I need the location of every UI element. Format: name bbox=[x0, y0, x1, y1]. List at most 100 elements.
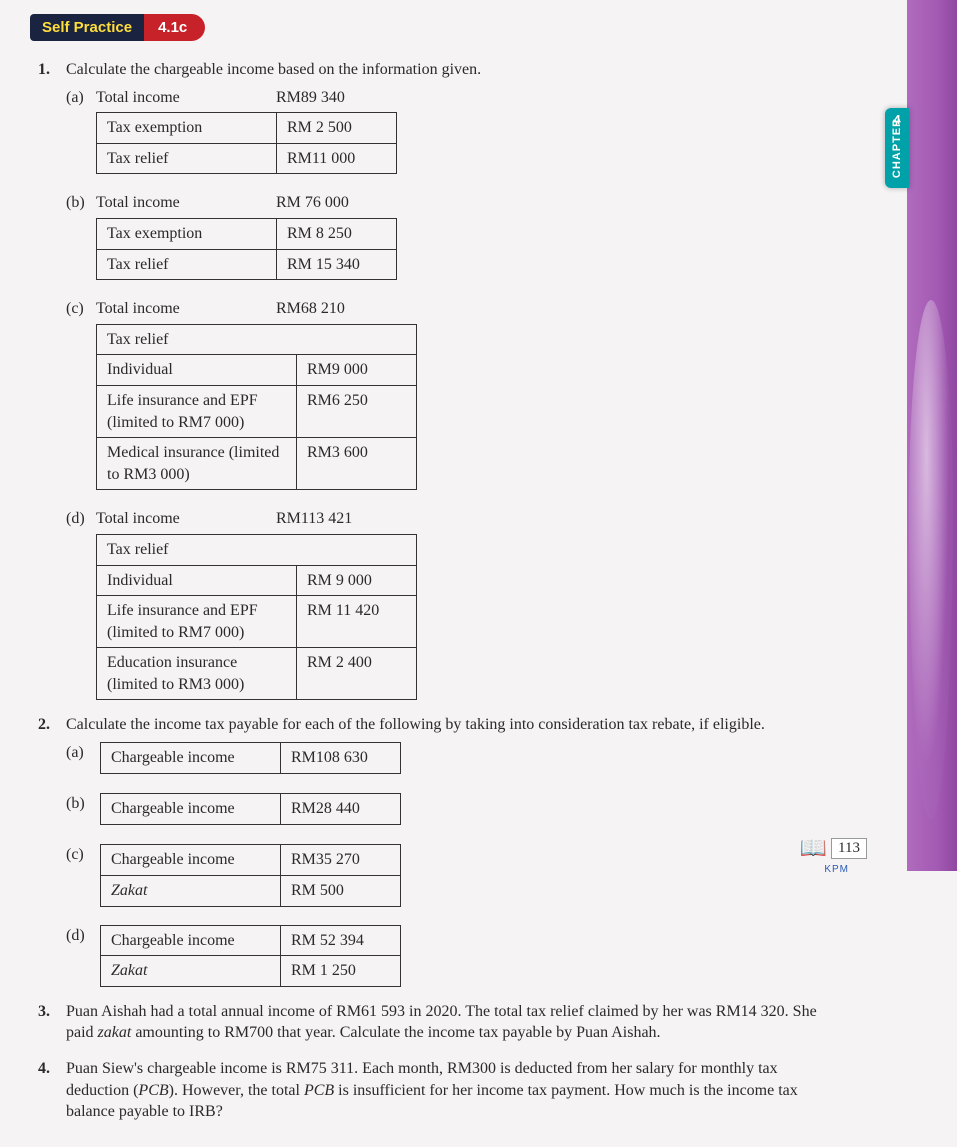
badge-right: 4.1c bbox=[144, 14, 205, 41]
q2-part-a: (a) Chargeable income RM108 630 bbox=[66, 742, 446, 775]
q2a-table: Chargeable income RM108 630 bbox=[100, 742, 401, 774]
q1-part-a: (a) Total income RM89 340 Tax exemption … bbox=[66, 87, 446, 175]
q3-number: 3. bbox=[38, 1001, 50, 1023]
cell-label: Individual bbox=[97, 355, 297, 386]
cell-label: Life insurance and EPF (limited to RM7 0… bbox=[97, 596, 297, 648]
q1b-head-label: Total income bbox=[96, 192, 276, 214]
cell-value: RM 9 000 bbox=[297, 565, 417, 596]
question-1: 1. Calculate the chargeable income based… bbox=[38, 59, 865, 700]
table-row: Chargeable income RM28 440 bbox=[101, 794, 401, 825]
cell-value: RM 15 340 bbox=[277, 249, 397, 280]
table-row: Tax relief RM 15 340 bbox=[97, 249, 397, 280]
footer-abbrev: KPM bbox=[824, 864, 849, 875]
table-row: Medical insurance (limited to RM3 000) R… bbox=[97, 438, 417, 490]
page-content: Self Practice 4.1c 1. Calculate the char… bbox=[0, 0, 895, 1147]
question-2: 2. Calculate the income tax payable for … bbox=[38, 714, 865, 986]
q1-part-b: (b) Total income RM 76 000 Tax exemption… bbox=[66, 192, 446, 280]
table-row: Individual RM 9 000 bbox=[97, 565, 417, 596]
cell-label: Tax exemption bbox=[97, 218, 277, 249]
question-3: 3. Puan Aishah had a total annual income… bbox=[38, 1001, 865, 1044]
cell-value: RM9 000 bbox=[297, 355, 417, 386]
cell-value: RM 1 250 bbox=[281, 956, 401, 987]
q4-text-pcb1: PCB bbox=[138, 1082, 168, 1099]
q1a-table: Tax exemption RM 2 500 Tax relief RM11 0… bbox=[96, 112, 397, 174]
q4-text-2: ). However, the total bbox=[169, 1082, 304, 1099]
q2d-label: (d) bbox=[66, 925, 96, 947]
q2-part-d: (d) Chargeable income RM 52 394 Zakat RM… bbox=[66, 925, 446, 987]
cell-label: Chargeable income bbox=[101, 743, 281, 774]
book-icon: 📖 bbox=[800, 835, 827, 861]
q2-part-b: (b) Chargeable income RM28 440 bbox=[66, 793, 446, 826]
page-footer: 📖 113 bbox=[800, 835, 867, 861]
q1b-head-value: RM 76 000 bbox=[276, 192, 416, 214]
q1c-head-label: Total income bbox=[96, 298, 276, 320]
q2a-label: (a) bbox=[66, 742, 96, 764]
q1b-table: Tax exemption RM 8 250 Tax relief RM 15 … bbox=[96, 218, 397, 280]
q2b-label: (b) bbox=[66, 793, 96, 815]
table-row: Chargeable income RM108 630 bbox=[101, 743, 401, 774]
table-row: Tax exemption RM 8 250 bbox=[97, 218, 397, 249]
q2b-table: Chargeable income RM28 440 bbox=[100, 793, 401, 825]
table-row: Individual RM9 000 bbox=[97, 355, 417, 386]
side-band bbox=[907, 0, 957, 871]
cell-label: Education insurance (limited to RM3 000) bbox=[97, 648, 297, 700]
cell-label: Chargeable income bbox=[101, 925, 281, 956]
q3-text-zakat: zakat bbox=[98, 1024, 132, 1041]
q1d-label: (d) bbox=[66, 508, 96, 530]
chapter-tab: 4 CHAPTER bbox=[885, 108, 909, 188]
q4-number: 4. bbox=[38, 1058, 50, 1080]
q1a-label: (a) bbox=[66, 87, 96, 109]
cell-value: RM 52 394 bbox=[281, 925, 401, 956]
cell-label: Chargeable income bbox=[101, 794, 281, 825]
q2d-table: Chargeable income RM 52 394 Zakat RM 1 2… bbox=[100, 925, 401, 987]
q4-text-pcb2: PCB bbox=[304, 1082, 334, 1099]
cell-value: RM 8 250 bbox=[277, 218, 397, 249]
cell-value: RM 2 400 bbox=[297, 648, 417, 700]
cell-label: Individual bbox=[97, 565, 297, 596]
cell-value: RM 500 bbox=[281, 876, 401, 907]
table-section-header: Tax relief bbox=[97, 534, 417, 565]
section-title: Tax relief bbox=[97, 324, 417, 355]
droplet-decoration bbox=[909, 300, 953, 820]
q2c-label: (c) bbox=[66, 844, 96, 866]
page-number: 113 bbox=[831, 838, 867, 859]
table-row: Zakat RM 1 250 bbox=[101, 956, 401, 987]
q3-text-2: amounting to RM700 that year. Calculate … bbox=[131, 1024, 660, 1041]
q1b-label: (b) bbox=[66, 192, 96, 214]
table-row: Chargeable income RM 52 394 bbox=[101, 925, 401, 956]
q1a-head-value: RM89 340 bbox=[276, 87, 416, 109]
q1c-table: Tax relief Individual RM9 000 Life insur… bbox=[96, 324, 417, 491]
q1c-head-value: RM68 210 bbox=[276, 298, 416, 320]
cell-value: RM108 630 bbox=[281, 743, 401, 774]
table-row: Tax relief RM11 000 bbox=[97, 143, 397, 174]
cell-label: Tax relief bbox=[97, 249, 277, 280]
cell-value: RM28 440 bbox=[281, 794, 401, 825]
q1d-head-label: Total income bbox=[96, 508, 276, 530]
q1-prompt: Calculate the chargeable income based on… bbox=[66, 61, 481, 78]
cell-label: Zakat bbox=[101, 956, 281, 987]
cell-value: RM11 000 bbox=[277, 143, 397, 174]
q2-prompt: Calculate the income tax payable for eac… bbox=[66, 716, 765, 733]
cell-label: Medical insurance (limited to RM3 000) bbox=[97, 438, 297, 490]
table-row: Life insurance and EPF (limited to RM7 0… bbox=[97, 596, 417, 648]
q1a-head-label: Total income bbox=[96, 87, 276, 109]
q1-part-d: (d) Total income RM113 421 Tax relief In… bbox=[66, 508, 446, 700]
table-row: Education insurance (limited to RM3 000)… bbox=[97, 648, 417, 700]
q2-part-c: (c) Chargeable income RM35 270 Zakat RM … bbox=[66, 844, 446, 906]
table-row: Tax exemption RM 2 500 bbox=[97, 113, 397, 144]
q2-number: 2. bbox=[38, 714, 50, 736]
q1d-table: Tax relief Individual RM 9 000 Life insu… bbox=[96, 534, 417, 701]
cell-value: RM 2 500 bbox=[277, 113, 397, 144]
cell-value: RM 11 420 bbox=[297, 596, 417, 648]
badge-left: Self Practice bbox=[30, 14, 144, 41]
section-title: Tax relief bbox=[97, 534, 417, 565]
q2c-table: Chargeable income RM35 270 Zakat RM 500 bbox=[100, 844, 401, 906]
question-4: 4. Puan Siew's chargeable income is RM75… bbox=[38, 1058, 865, 1123]
cell-label: Life insurance and EPF (limited to RM7 0… bbox=[97, 385, 297, 437]
cell-label: Tax exemption bbox=[97, 113, 277, 144]
table-row: Life insurance and EPF (limited to RM7 0… bbox=[97, 385, 417, 437]
cell-value: RM6 250 bbox=[297, 385, 417, 437]
cell-label: Zakat bbox=[101, 876, 281, 907]
table-section-header: Tax relief bbox=[97, 324, 417, 355]
cell-label: Tax relief bbox=[97, 143, 277, 174]
